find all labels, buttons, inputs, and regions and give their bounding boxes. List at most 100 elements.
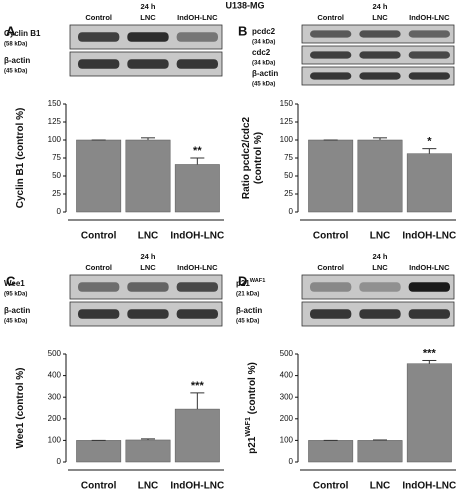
y-tick-label: 75 [284,153,293,162]
blot-band [310,282,352,292]
blot-size: (45 kDa) [4,319,27,325]
lane-label: Control [317,263,344,272]
blot-label: β-actin [236,306,262,315]
blot-band [359,30,401,38]
x-tick-label: LNC [370,481,391,492]
blot-band [408,72,450,80]
text-span: p21 [247,436,258,454]
text-span: (control %) [247,362,258,417]
blot-size: (34 kDa) [252,39,275,45]
blot-size: (45 kDa) [236,319,259,325]
blot-band [408,51,450,59]
panel-letter: B [238,23,247,38]
y-tick-label: 0 [289,207,294,216]
y-tick-label: 0 [57,207,62,216]
y-axis-label: Ratio pcdc2/cdc2 [241,116,252,199]
lane-label: LNC [140,263,156,272]
y-axis-label: Wee1 (control %) [15,368,26,449]
significance: * [427,136,432,148]
y-tick-label: 100 [48,436,62,445]
blot-band [78,32,120,42]
lane-label: LNC [372,263,388,272]
y-tick-label: 200 [48,414,62,423]
blot-label: Cyclin B1 [4,29,41,38]
panel-letter: C [6,273,16,288]
significance: *** [191,380,205,392]
bar [357,139,403,213]
blot-label: Wee1 [4,279,25,288]
bar [76,139,122,213]
bar [406,363,452,463]
text-span: Ratio pcdc2/cdc2 [241,116,252,199]
blot-band [310,72,352,80]
blot-label: p21WAF1 [236,279,265,289]
blot-band [176,59,218,69]
panel-letter: A [6,23,16,38]
lane-label: Control [85,263,112,272]
blot-band [359,309,401,319]
significance: ** [193,145,202,157]
lane-label: Control [317,13,344,22]
blot-band [127,32,169,42]
x-tick-label: IndOH-LNC [170,231,224,242]
x-tick-label: Control [81,231,117,242]
y-tick-label: 400 [280,371,294,380]
lane-label: IndOH-LNC [177,263,218,272]
significance: *** [423,347,437,359]
text-span: Cyclin B1 [4,29,41,38]
blot-band [310,309,352,319]
text-span: β-actin [4,306,30,315]
blot-band [176,282,218,292]
y-tick-label: 150 [48,99,62,108]
blot-band [78,309,120,319]
figure-title: U138-MG [225,0,264,10]
x-tick-label: Control [313,481,349,492]
blot-band [310,51,352,59]
y-tick-label: 100 [48,135,62,144]
text-span: pcdc2 [252,27,276,36]
blot-size: (45 kDa) [252,81,275,87]
y-axis-label: Cyclin B1 (control %) [15,108,26,209]
blot-label: β-actin [4,306,30,315]
blot-band [408,30,450,38]
y-tick-label: 200 [280,414,294,423]
blot-band [78,282,120,292]
blot-size: (95 kDa) [4,292,27,298]
text-span: β-actin [252,69,278,78]
panel-letter: D [238,273,247,288]
bar [406,153,452,213]
y-tick-label: 0 [289,457,294,466]
x-tick-label: LNC [138,231,159,242]
y-tick-label: 50 [284,171,293,180]
blot-band [359,51,401,59]
text-span: (control %) [253,132,264,184]
lane-label: LNC [140,13,156,22]
blot-label: pcdc2 [252,27,276,36]
text-span: Wee1 (control %) [15,368,26,449]
y-tick-label: 150 [280,99,294,108]
bar [308,440,354,463]
blot-band [359,282,401,292]
blot-size: (45 kDa) [4,69,27,75]
blot-band [408,282,450,292]
blot-band [176,32,218,42]
bar [174,164,220,213]
text-span: β-actin [4,56,30,65]
bar [76,440,122,463]
text-span: Wee1 [4,279,25,288]
bar [125,139,171,213]
y-tick-label: 0 [57,457,62,466]
time-label: 24 h [372,252,387,261]
blot-size: (34 kDa) [252,60,275,66]
blot-band [359,72,401,80]
lane-label: IndOH-LNC [409,263,450,272]
y-tick-label: 125 [48,117,62,126]
y-tick-label: 25 [284,189,293,198]
blot-band [176,309,218,319]
y-tick-label: 50 [52,171,61,180]
y-axis-label: p21WAF1 (control %) [245,362,257,454]
x-tick-label: IndOH-LNC [170,481,224,492]
y-tick-label: 100 [280,135,294,144]
blot-band [127,309,169,319]
